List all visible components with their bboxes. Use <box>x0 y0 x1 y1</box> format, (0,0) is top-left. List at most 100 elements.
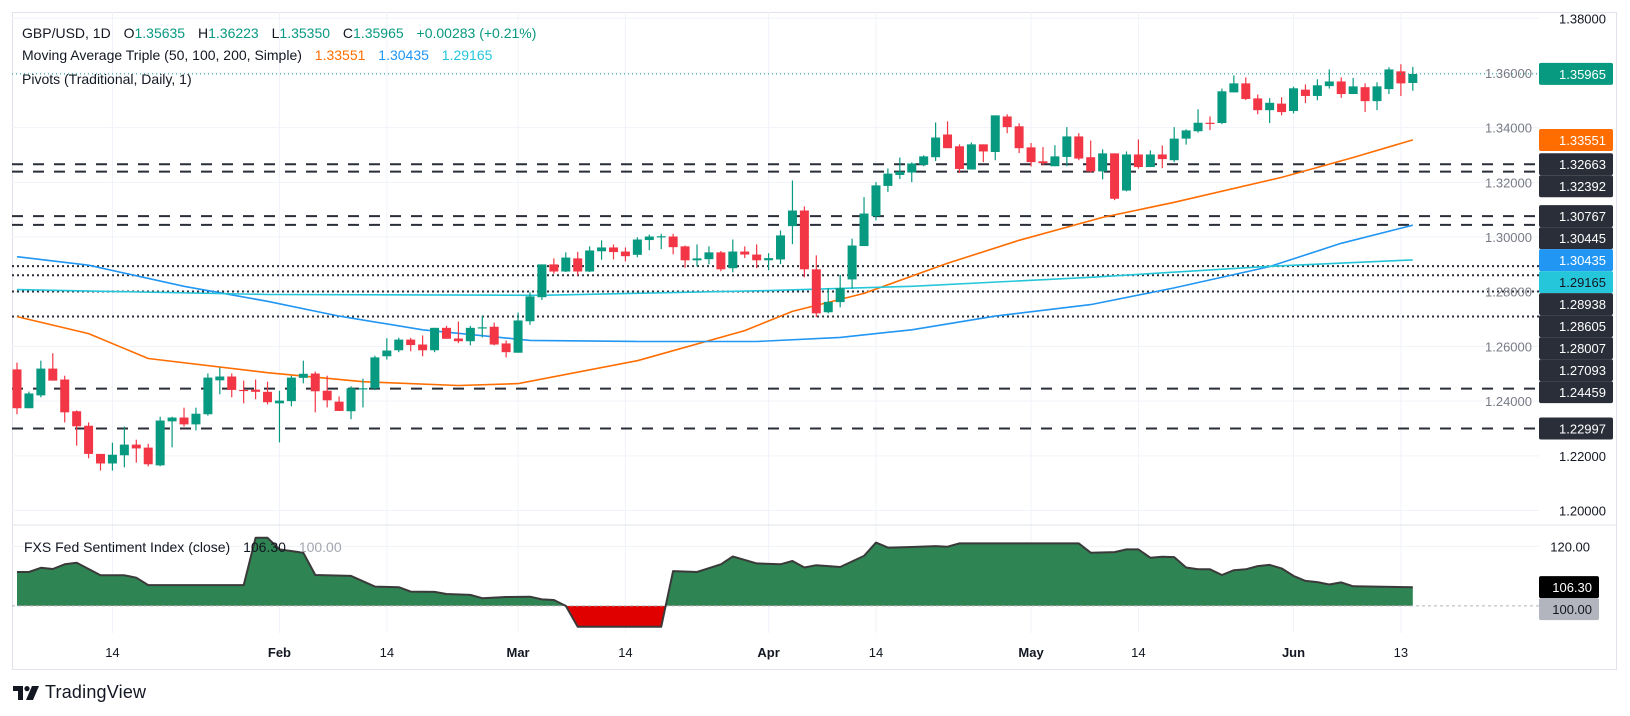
price-label-box <box>1539 271 1613 294</box>
candle <box>573 251 583 276</box>
candle-body <box>823 301 833 313</box>
sentiment-legend-title[interactable]: FXS Fed Sentiment Index (close) <box>24 539 231 555</box>
price-label-box <box>1539 337 1613 360</box>
candle-body <box>1110 153 1120 199</box>
ma-legend-title[interactable]: Moving Average Triple (50, 100, 200, Sim… <box>22 47 302 63</box>
candle <box>84 422 94 459</box>
candle-body <box>573 258 583 272</box>
candle-body <box>692 258 702 261</box>
candle-body <box>322 390 332 401</box>
candle-body <box>680 246 690 261</box>
time-tick-label: Feb <box>268 645 291 660</box>
symbol-legend[interactable]: GBP/USD, 1D O1.35635 H1.36223 L1.35350 C… <box>22 24 536 42</box>
candle-body <box>155 420 165 466</box>
candle <box>525 292 535 325</box>
candle <box>1396 64 1406 96</box>
candle-body <box>620 251 630 257</box>
candle-body <box>1002 116 1012 128</box>
candle <box>764 253 774 271</box>
time-tick-label: Apr <box>757 645 779 660</box>
pivots-legend-title[interactable]: Pivots (Traditional, Daily, 1) <box>22 71 192 87</box>
candle-body <box>286 377 296 402</box>
price-tick-label: 1.38000 <box>1559 11 1606 26</box>
candle <box>1133 139 1143 169</box>
candle-body <box>48 368 58 381</box>
price-axis[interactable]: 1.38000 1.36000 1.34000 1.32000 1.30000 1.280… <box>1485 11 1606 554</box>
price-label-box <box>1539 249 1613 272</box>
pivots-legend[interactable]: Pivots (Traditional, Daily, 1) <box>22 70 192 88</box>
candle <box>776 230 786 265</box>
candle <box>1050 145 1060 167</box>
candle-body <box>358 388 368 390</box>
candle-body <box>1062 136 1072 157</box>
candle <box>668 233 678 255</box>
price-label: 1.22997 <box>1539 417 1613 440</box>
sentiment-legend[interactable]: FXS Fed Sentiment Index (close) 106.30 1… <box>24 538 342 556</box>
candle-body <box>835 288 845 303</box>
candle-body <box>382 350 392 357</box>
price-tick-label: 1.28000 <box>1485 285 1532 300</box>
candle <box>406 337 416 352</box>
candle-body <box>1265 102 1275 111</box>
candle <box>895 157 905 180</box>
candle-body <box>1289 88 1299 111</box>
candle <box>179 407 189 427</box>
ma-legend[interactable]: Moving Average Triple (50, 100, 200, Sim… <box>22 46 492 64</box>
candle <box>24 391 34 409</box>
candle-body <box>239 389 249 392</box>
candle <box>513 312 523 353</box>
price-label-box <box>1539 227 1613 250</box>
candle <box>441 325 451 339</box>
candle-body <box>1372 86 1382 102</box>
candle <box>1086 140 1096 173</box>
candle-body <box>811 269 821 314</box>
candle-body <box>1145 154 1155 168</box>
price-label-text: 1.22997 <box>1559 422 1606 437</box>
price-label-box <box>1539 128 1613 151</box>
time-tick-label: 13 <box>1394 645 1408 660</box>
price-label: 1.28007 <box>1539 337 1613 360</box>
candle <box>823 287 833 314</box>
candle <box>1038 147 1048 166</box>
close-value: 1.35965 <box>353 25 404 41</box>
candle-body <box>215 376 225 381</box>
candle <box>239 380 249 404</box>
price-label-text: 1.30767 <box>1559 209 1606 224</box>
candle-body <box>489 326 499 345</box>
candle-body <box>227 376 237 390</box>
price-tick-label: 1.22000 <box>1559 449 1606 464</box>
price-label-box <box>1539 153 1613 176</box>
price-tick-label: 1.32000 <box>1485 175 1532 190</box>
sentiment-value-label: 100.00 <box>1539 598 1599 621</box>
price-label-box <box>1539 293 1613 316</box>
sentiment-value-label: 106.30 <box>1539 576 1599 599</box>
symbol-title[interactable]: GBP/USD, 1D <box>22 25 111 41</box>
candle-body <box>1277 103 1287 113</box>
candle <box>322 375 332 408</box>
candle <box>1408 66 1418 91</box>
tradingview-logo[interactable]: TradingView <box>13 682 146 703</box>
price-label-text: 1.28007 <box>1559 341 1606 356</box>
time-axis[interactable]: 14 Feb 14 Mar 14 Apr 14 May 14 Jun 13 <box>105 645 1408 660</box>
candle <box>489 322 499 346</box>
grid-lines <box>12 12 1539 633</box>
candle <box>430 327 440 353</box>
candle-body <box>978 144 988 152</box>
candle <box>883 168 893 192</box>
candle-body <box>453 338 463 342</box>
time-tick-label: Mar <box>506 645 529 660</box>
candle-body <box>871 185 881 217</box>
candle <box>1241 77 1251 101</box>
candle <box>1145 150 1155 168</box>
candle-body <box>84 425 94 454</box>
candle <box>215 367 225 395</box>
candle-body <box>477 327 487 329</box>
candle-body <box>1014 126 1024 149</box>
ma50-value: 1.33551 <box>314 47 366 63</box>
candle-body <box>1229 83 1239 93</box>
candle-body <box>907 163 917 173</box>
price-label: 1.30445 <box>1539 227 1613 250</box>
candle-body <box>1038 161 1048 164</box>
candle <box>1312 79 1322 101</box>
